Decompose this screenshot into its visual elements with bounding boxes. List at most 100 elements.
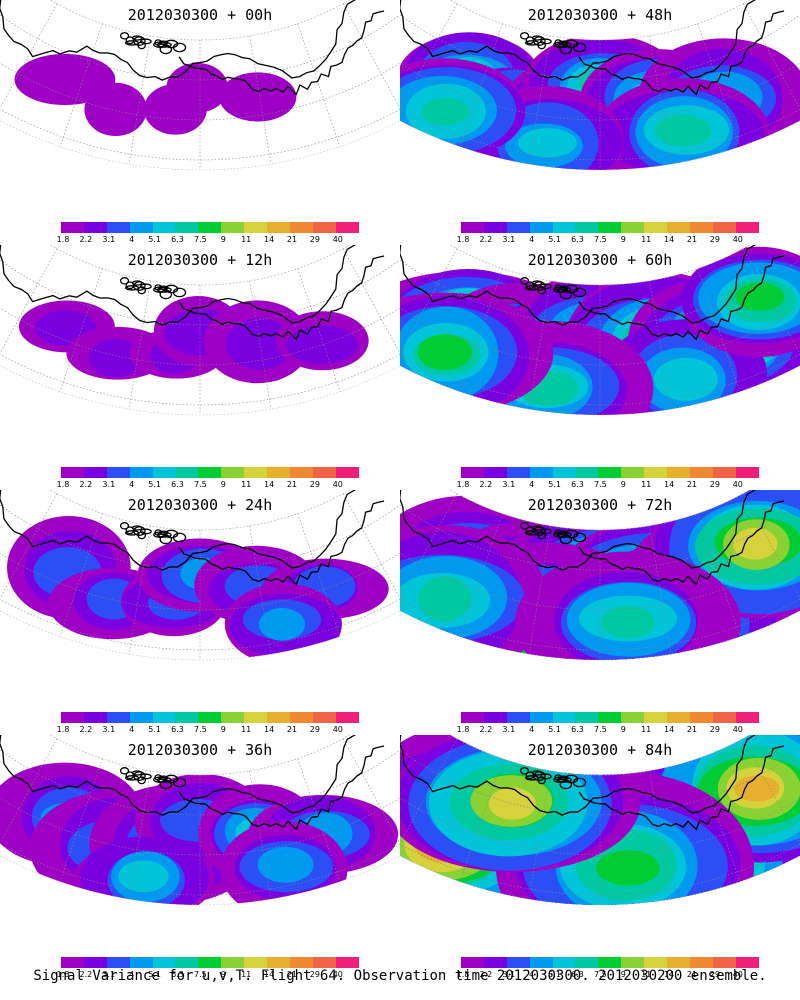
variance-contour: [118, 860, 169, 893]
latitude-line: [0, 353, 400, 406]
colorbar-level-label: 11: [641, 970, 652, 979]
colorbar-swatch: [575, 712, 599, 723]
colorbar-level-label: 1.8: [456, 970, 470, 979]
colorbar-level-label: 4: [129, 480, 135, 489]
colorbar-swatch: [689, 712, 713, 723]
island: [525, 530, 540, 536]
longitude-line: [59, 758, 103, 882]
coastline: [400, 735, 787, 831]
colorbar-swatch: [644, 467, 668, 478]
colorbar-swatch: [712, 712, 736, 723]
latitude-line: [400, 307, 800, 366]
colorbar-swatch: [152, 467, 176, 478]
colorbar-level-label: 21: [286, 725, 298, 734]
variance-field: [0, 762, 399, 906]
colorbar-swatch: [552, 222, 576, 233]
coastline-secondary: [178, 745, 385, 831]
colorbar-swatch: [483, 957, 507, 968]
longitude-line: [342, 493, 400, 599]
colorbar-level-label: 7.5: [194, 480, 207, 489]
colorbar: [461, 712, 759, 723]
colorbar-swatch: [335, 467, 359, 478]
coastline: [0, 735, 387, 831]
colorbar-swatch: [106, 712, 130, 723]
colorbar-swatch: [312, 712, 336, 723]
map-panel-12h: 2012030300 + 12h 1.8 2.2 3.1 4 5.1 6.3 7.5 9 11 1…: [0, 245, 400, 490]
colorbar-level-label: 21: [686, 970, 698, 979]
colorbar-level-label: 2.2: [479, 725, 493, 734]
coastline: [400, 245, 787, 341]
colorbar-level-label: 9: [620, 235, 626, 244]
coastline-secondary: [178, 500, 385, 586]
colorbar-swatch: [575, 957, 599, 968]
island: [119, 32, 130, 40]
colorbar-swatch: [335, 222, 359, 233]
island: [125, 775, 140, 781]
island: [558, 40, 569, 46]
colorbar-level-label: 40: [332, 235, 343, 244]
longitude-line: [697, 758, 741, 882]
colorbar-swatch: [312, 467, 336, 478]
colorbar-level-label: 29: [309, 235, 320, 244]
colorbar-swatch: [152, 712, 176, 723]
coastline-main: [0, 735, 387, 816]
variance-contour: [733, 775, 780, 802]
colorbar-level-label: 40: [732, 725, 743, 734]
colorbar-level-label: 6.3: [571, 970, 584, 979]
variance-field: [400, 32, 800, 171]
colorbar-level-label: 6.3: [571, 480, 584, 489]
colorbar-swatch: [61, 712, 84, 723]
coastline-secondary: [578, 745, 785, 831]
colorbar-swatch: [267, 957, 290, 968]
colorbar-level-label: 14: [664, 970, 675, 979]
island: [119, 522, 130, 530]
colorbar-swatch: [83, 957, 107, 968]
colorbar-level-label: 2.2: [79, 970, 93, 979]
colorbar-swatch: [644, 957, 668, 968]
longitude-line: [249, 35, 272, 165]
latitude-line: [400, 353, 800, 406]
island: [125, 285, 140, 291]
coastline-main: [0, 0, 387, 81]
colorbar-level-label: 29: [709, 235, 720, 244]
colorbar-level-label: 4: [129, 235, 135, 244]
colorbar-swatch: [312, 957, 336, 968]
colorbar-level-label: 4: [529, 970, 535, 979]
colorbar-swatch: [598, 222, 622, 233]
latitude-line: [0, 598, 400, 651]
panel-title: 2012030300 + 24h: [127, 496, 273, 514]
colorbar-swatch: [529, 957, 553, 968]
longitude-line: [742, 738, 800, 844]
longitude-line: [459, 23, 503, 147]
colorbar-swatch: [621, 712, 645, 723]
colorbar-swatch: [483, 712, 507, 723]
colorbar-swatch: [689, 222, 713, 233]
island: [558, 775, 569, 781]
variance-contour: [518, 128, 577, 158]
latitude-line: [400, 749, 800, 816]
variance-contour: [286, 325, 358, 364]
colorbar-level-label: 5.1: [548, 970, 561, 979]
colorbar-swatch: [198, 467, 222, 478]
colorbar-level-label: 14: [264, 725, 275, 734]
longitude-line: [649, 525, 672, 655]
variance-contour: [732, 527, 778, 560]
longitude-line: [400, 3, 458, 109]
island: [525, 40, 540, 46]
map-panel-72h: 2012030300 + 72h 1.8 2.2 3.1 4 5.1 6.3 7.5 9 11 1…: [400, 490, 800, 735]
longitude-line: [742, 493, 800, 599]
colorbar-swatch: [552, 467, 576, 478]
colorbar-swatch: [312, 222, 336, 233]
longitude-line: [128, 525, 151, 655]
colorbar-swatch: [175, 222, 199, 233]
colorbar-swatch: [735, 467, 759, 478]
colorbar: [61, 467, 359, 478]
longitude-line: [0, 738, 58, 844]
longitude-line: [342, 3, 400, 109]
island: [572, 777, 587, 788]
variance-contour: [601, 605, 655, 639]
panel-title: 2012030300 + 12h: [127, 251, 273, 269]
variance-map: [400, 735, 800, 906]
colorbar-swatch: [667, 957, 690, 968]
colorbar-swatch: [152, 222, 176, 233]
